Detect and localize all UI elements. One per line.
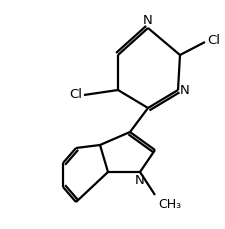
Text: N: N [180, 84, 190, 96]
Text: Cl: Cl [207, 35, 220, 47]
Text: CH₃: CH₃ [158, 198, 181, 211]
Text: N: N [143, 14, 153, 27]
Text: N: N [135, 174, 145, 187]
Text: Cl: Cl [69, 88, 82, 101]
